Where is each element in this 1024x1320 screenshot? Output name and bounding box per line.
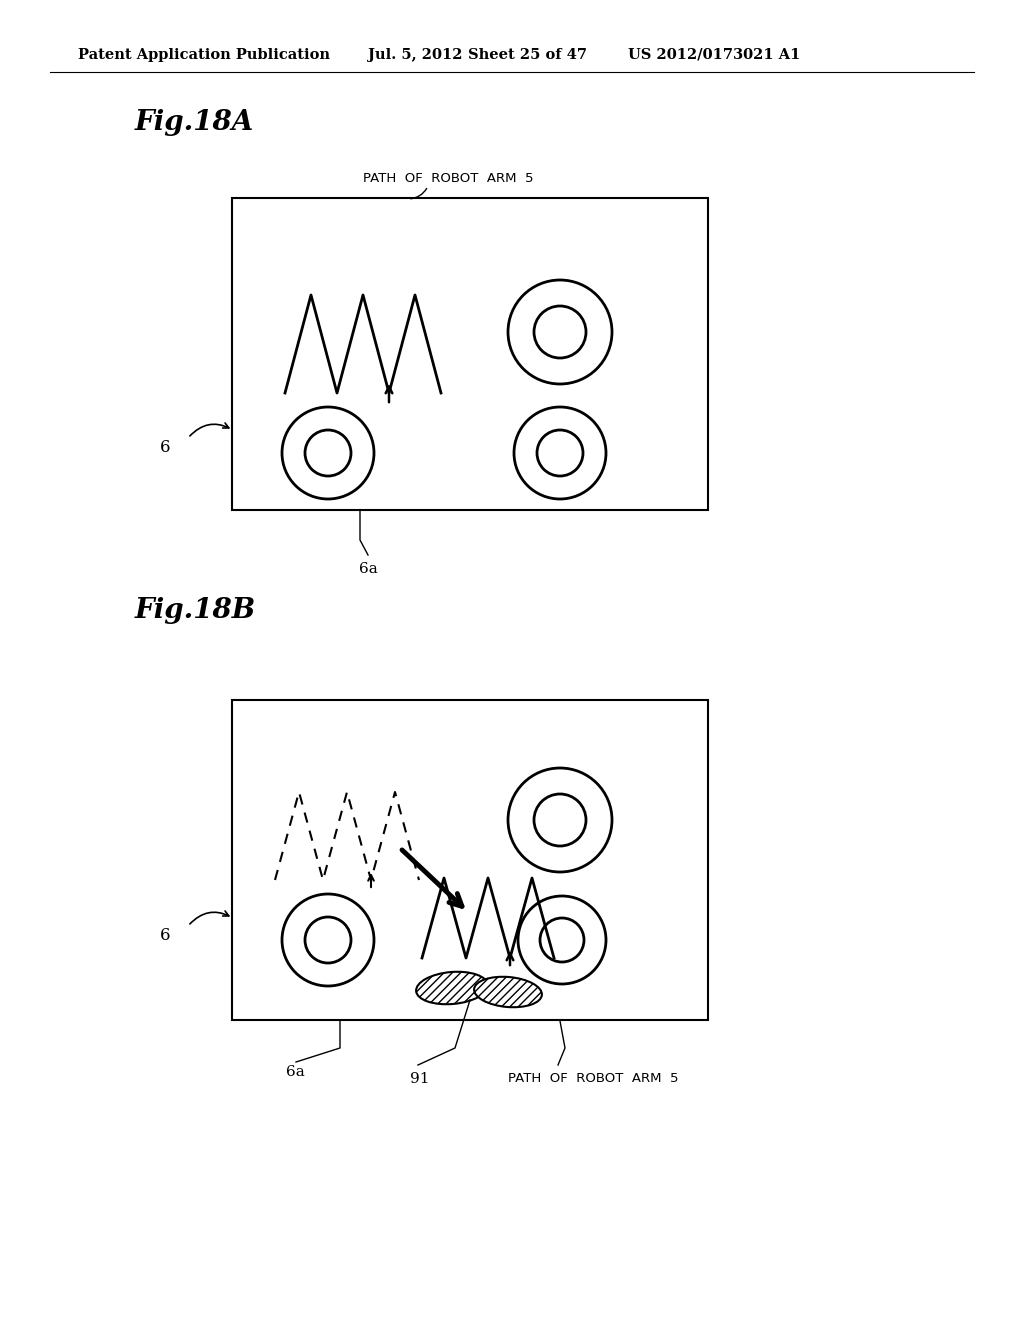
Text: 91: 91 bbox=[410, 1072, 429, 1086]
Text: Jul. 5, 2012: Jul. 5, 2012 bbox=[368, 48, 463, 62]
Bar bbox=[232, 198, 708, 510]
Text: 6: 6 bbox=[160, 438, 170, 455]
Text: PATH  OF  ROBOT  ARM  5: PATH OF ROBOT ARM 5 bbox=[362, 172, 534, 185]
Ellipse shape bbox=[416, 972, 487, 1005]
Ellipse shape bbox=[474, 977, 542, 1007]
Text: Sheet 25 of 47: Sheet 25 of 47 bbox=[468, 48, 587, 62]
Text: Fig.18A: Fig.18A bbox=[135, 110, 254, 136]
Text: 6: 6 bbox=[160, 927, 170, 944]
Text: 6a: 6a bbox=[358, 562, 378, 576]
Text: 6a: 6a bbox=[286, 1065, 304, 1078]
Bar bbox=[232, 700, 708, 1020]
Text: Patent Application Publication: Patent Application Publication bbox=[78, 48, 330, 62]
Text: US 2012/0173021 A1: US 2012/0173021 A1 bbox=[628, 48, 801, 62]
Text: Fig.18B: Fig.18B bbox=[135, 597, 256, 624]
Text: PATH  OF  ROBOT  ARM  5: PATH OF ROBOT ARM 5 bbox=[508, 1072, 679, 1085]
